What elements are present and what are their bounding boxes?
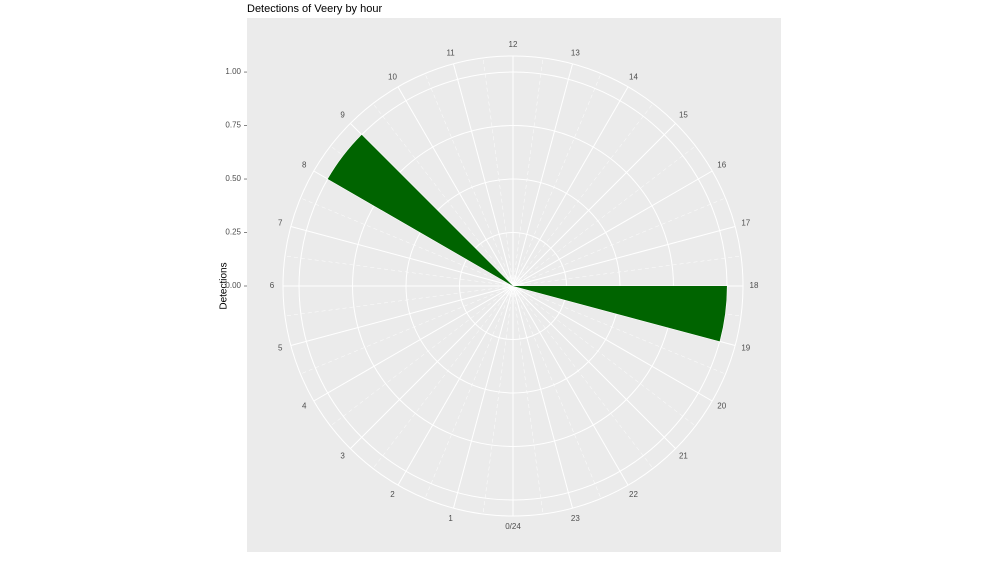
chart-title: Detections of Veery by hour bbox=[247, 3, 382, 15]
minor-grid-line bbox=[300, 285, 514, 375]
y-tick-label: 0.25 bbox=[225, 228, 241, 237]
x-tick-label: 16 bbox=[717, 161, 726, 170]
grid-line bbox=[512, 63, 574, 287]
x-tick-label: 2 bbox=[390, 490, 395, 499]
minor-grid-line bbox=[372, 285, 514, 469]
x-tick-label: 23 bbox=[571, 514, 580, 523]
x-tick-label: 19 bbox=[741, 343, 750, 352]
x-tick-label: 5 bbox=[278, 343, 283, 352]
minor-grid-line bbox=[512, 285, 726, 375]
minor-grid-line bbox=[512, 285, 602, 499]
x-tick-label: 13 bbox=[571, 48, 580, 57]
x-tick-label: 3 bbox=[340, 452, 345, 461]
grid-line bbox=[512, 285, 713, 402]
minor-grid-line bbox=[424, 285, 514, 499]
x-tick-label: 20 bbox=[717, 402, 726, 411]
y-tick-label: 1.00 bbox=[225, 67, 241, 76]
y-axis-title: Detections bbox=[219, 262, 230, 309]
grid-line bbox=[512, 123, 676, 287]
grid-line bbox=[397, 285, 514, 486]
y-tick-label: 0.75 bbox=[225, 121, 241, 130]
grid-line bbox=[313, 170, 514, 287]
x-tick-label: 17 bbox=[741, 219, 750, 228]
grid-line bbox=[350, 285, 514, 449]
grid-line bbox=[290, 225, 514, 287]
x-tick-label: 0/24 bbox=[505, 522, 521, 531]
minor-grid-line bbox=[512, 197, 726, 287]
minor-grid-line bbox=[512, 285, 544, 515]
minor-grid-line bbox=[512, 285, 654, 469]
minor-grid-line bbox=[512, 73, 602, 287]
grid-line bbox=[512, 170, 713, 287]
grid-line bbox=[313, 285, 514, 402]
x-tick-label: 18 bbox=[750, 281, 759, 290]
x-tick-label: 4 bbox=[302, 402, 307, 411]
x-tick-label: 6 bbox=[270, 281, 275, 290]
minor-grid-line bbox=[330, 285, 514, 427]
minor-grid-line bbox=[512, 255, 742, 287]
minor-grid-line bbox=[512, 103, 654, 287]
x-tick-label: 14 bbox=[629, 72, 638, 81]
grid-line bbox=[512, 285, 629, 486]
x-tick-label: 7 bbox=[278, 219, 283, 228]
grid-line bbox=[512, 86, 629, 287]
grid-line bbox=[290, 285, 514, 347]
x-tick-label: 12 bbox=[509, 40, 518, 49]
bar bbox=[327, 134, 513, 286]
minor-grid-line bbox=[512, 57, 544, 287]
x-tick-label: 8 bbox=[302, 161, 307, 170]
x-tick-label: 11 bbox=[446, 48, 455, 57]
y-tick-label: 0.00 bbox=[225, 281, 241, 290]
x-tick-label: 9 bbox=[340, 111, 345, 120]
minor-grid-line bbox=[372, 103, 514, 287]
grid-line bbox=[397, 86, 514, 287]
minor-grid-line bbox=[300, 197, 514, 287]
minor-grid-line bbox=[512, 285, 696, 427]
minor-grid-line bbox=[284, 285, 514, 317]
y-tick-label: 0.50 bbox=[225, 174, 241, 183]
grid-line bbox=[452, 63, 514, 287]
grid-line bbox=[512, 225, 736, 287]
minor-grid-line bbox=[512, 145, 696, 287]
x-tick-label: 10 bbox=[388, 72, 397, 81]
x-tick-label: 21 bbox=[679, 452, 688, 461]
x-tick-label: 15 bbox=[679, 111, 688, 120]
minor-grid-line bbox=[482, 285, 514, 515]
grid-line bbox=[512, 285, 676, 449]
minor-grid-line bbox=[482, 57, 514, 287]
x-tick-label: 1 bbox=[448, 514, 453, 523]
minor-grid-line bbox=[424, 73, 514, 287]
grid-line bbox=[512, 285, 574, 509]
x-tick-label: 22 bbox=[629, 490, 638, 499]
minor-grid-line bbox=[284, 255, 514, 287]
bar bbox=[513, 286, 727, 342]
grid-line bbox=[452, 285, 514, 509]
